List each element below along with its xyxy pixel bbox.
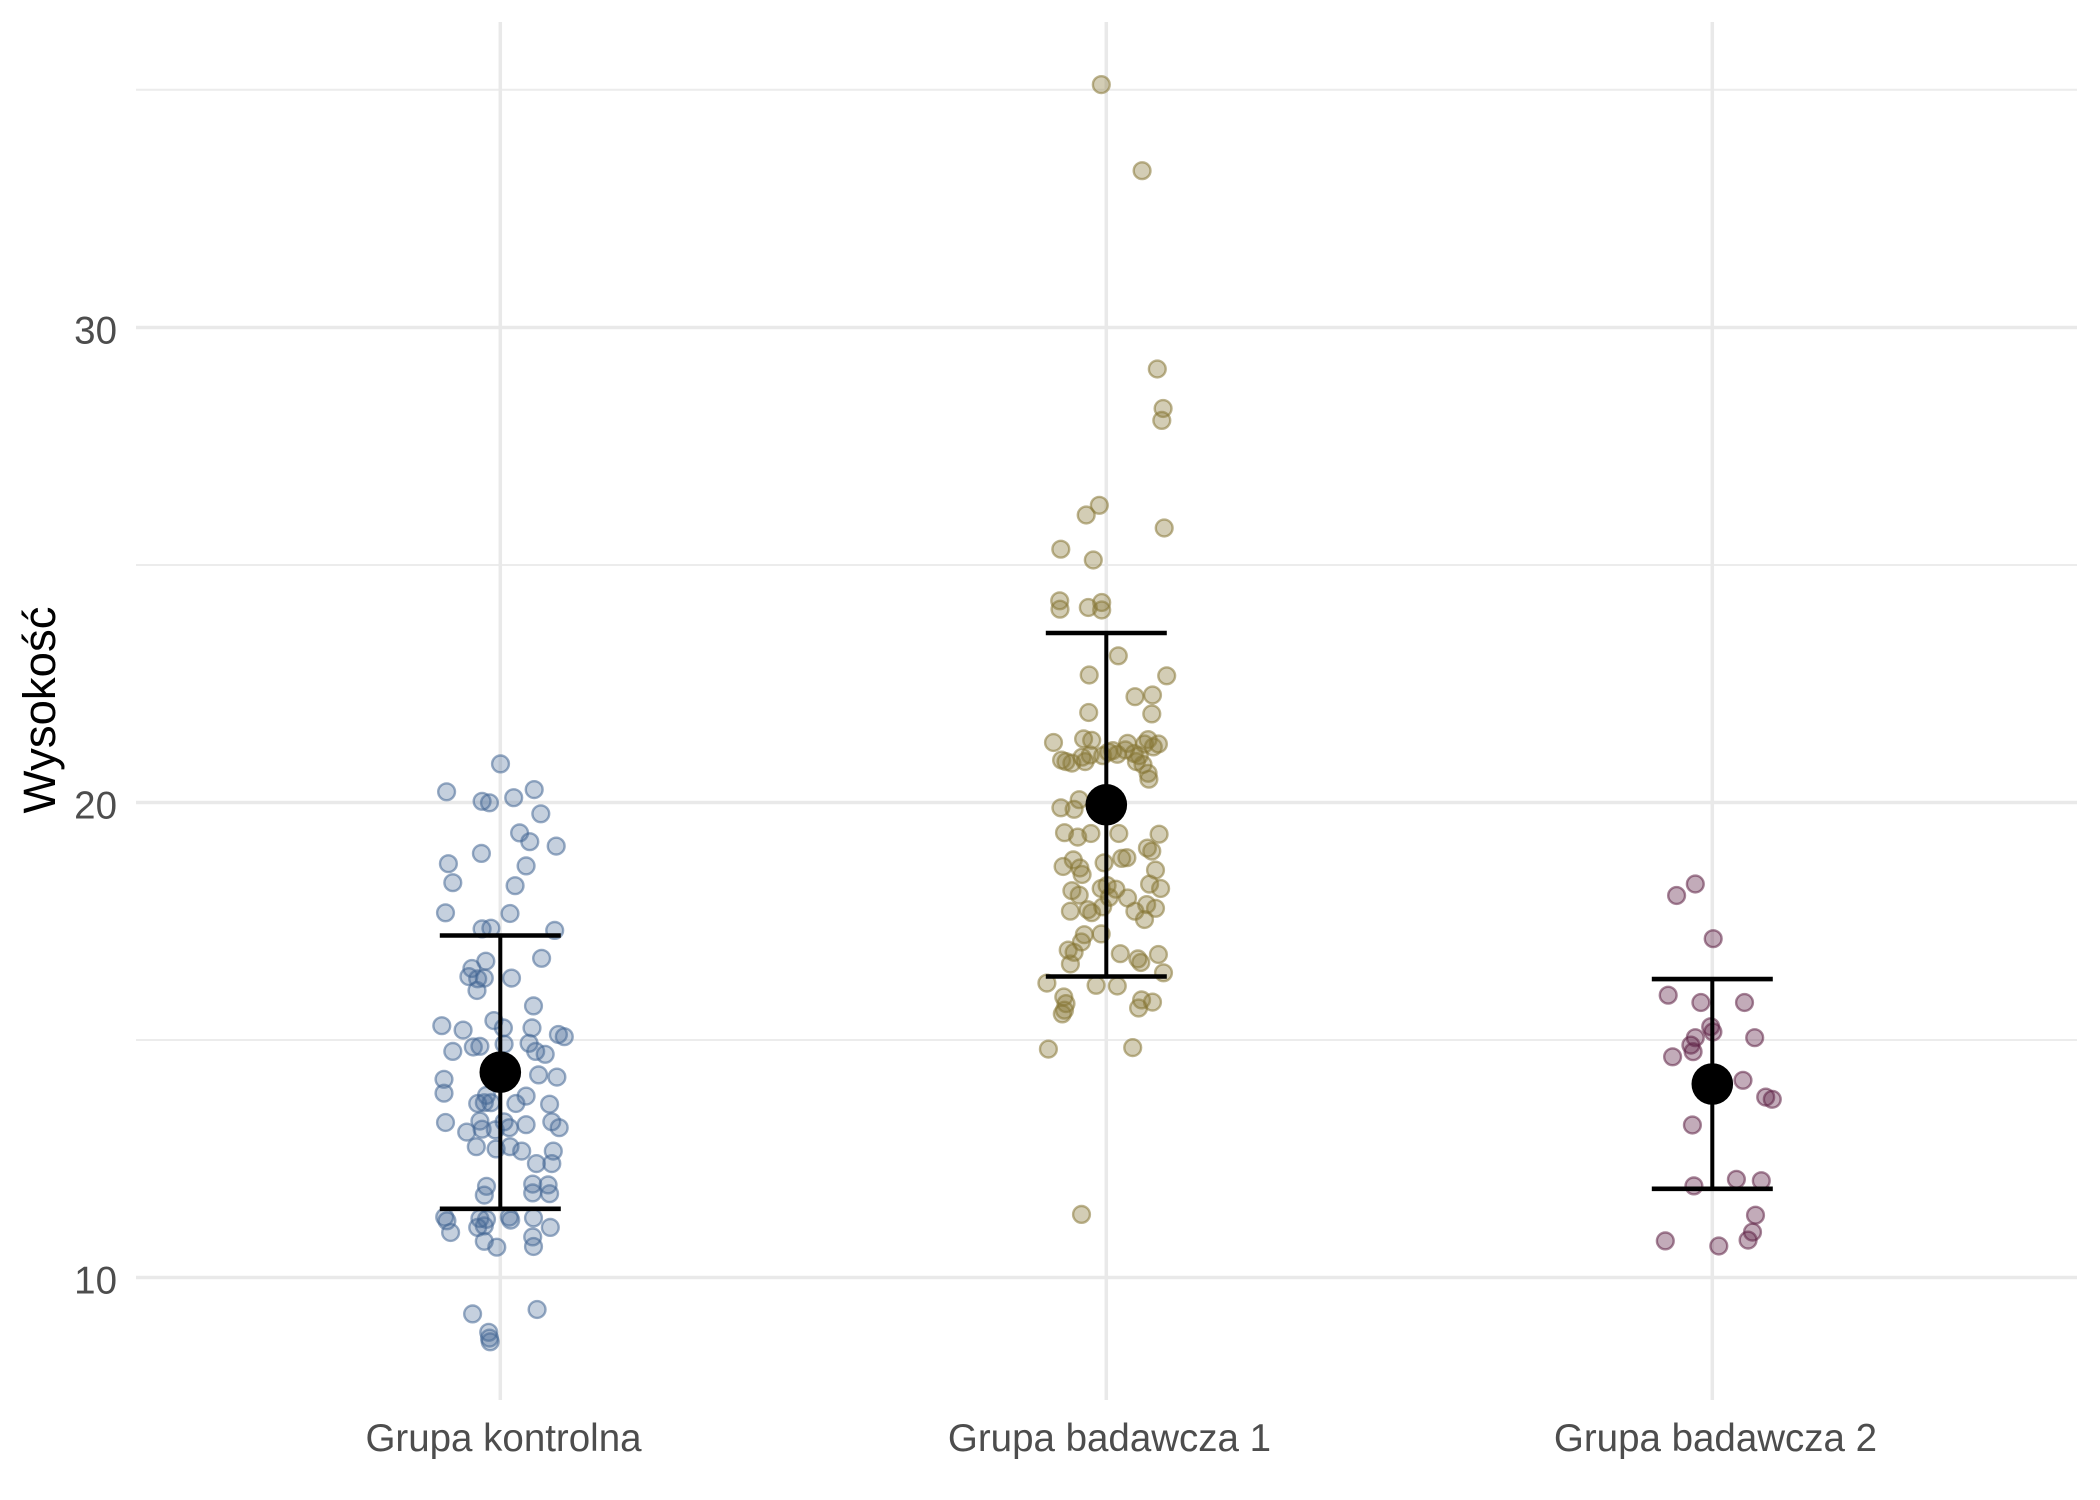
svg-text:Wysokość: Wysokość bbox=[14, 607, 65, 814]
svg-text:Grupa badawcza 1: Grupa badawcza 1 bbox=[948, 1417, 1271, 1460]
svg-text:Grupa kontrolna: Grupa kontrolna bbox=[365, 1417, 642, 1460]
svg-text:20: 20 bbox=[74, 784, 117, 827]
svg-text:30: 30 bbox=[74, 309, 117, 352]
svg-text:10: 10 bbox=[74, 1259, 117, 1302]
svg-text:Grupa badawcza 2: Grupa badawcza 2 bbox=[1554, 1417, 1877, 1460]
